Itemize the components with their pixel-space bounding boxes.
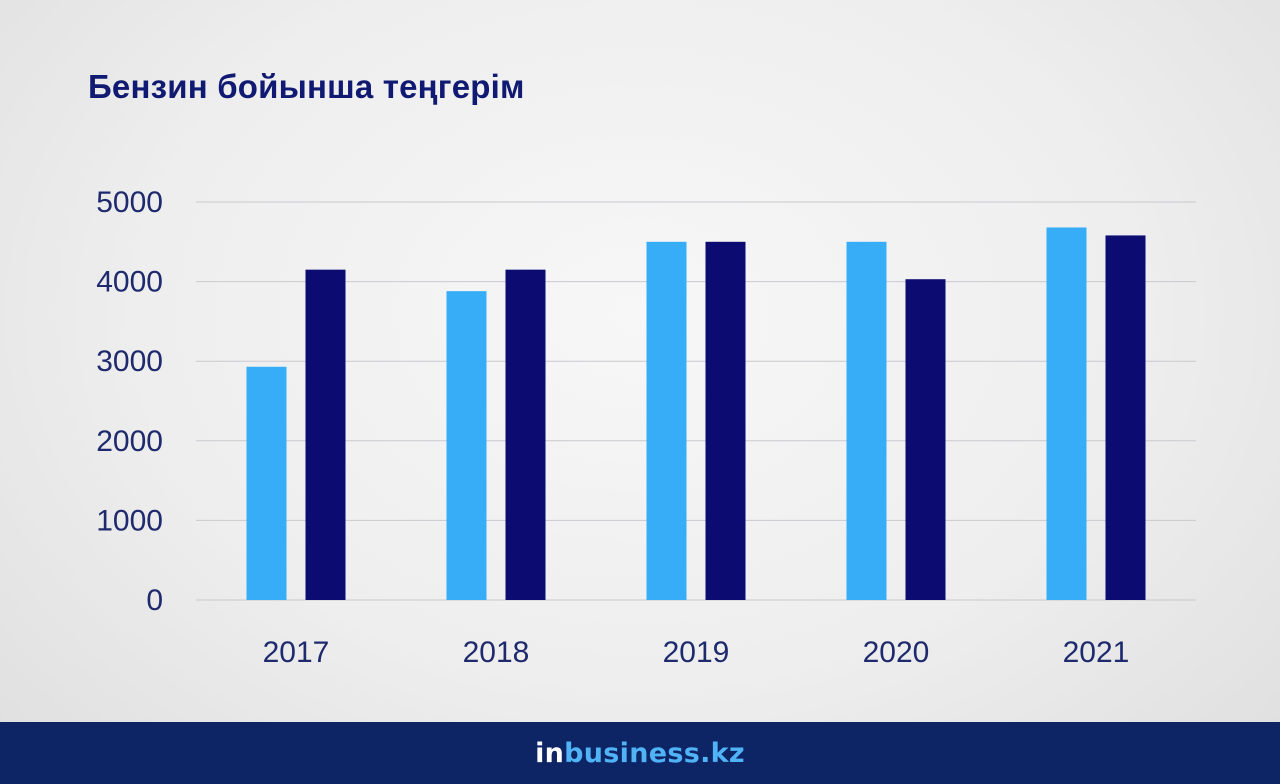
- bar-2018-series-1: [446, 291, 487, 600]
- bar-2020-series-1: [846, 241, 887, 601]
- x-tick-label: 2018: [463, 636, 530, 669]
- y-tick-label: 0: [146, 584, 163, 617]
- bar-2020-series-2: [905, 279, 946, 600]
- x-tick-label: 2019: [663, 636, 730, 669]
- x-tick-label: 2017: [263, 636, 330, 669]
- footer-bar: inbusiness.kz: [0, 722, 1280, 784]
- y-tick-label: 5000: [96, 186, 163, 219]
- y-tick-label: 2000: [96, 425, 163, 458]
- bar-2021-series-1: [1046, 227, 1087, 601]
- bar-2019-series-1: [646, 241, 687, 601]
- x-tick-label: 2021: [1063, 636, 1130, 669]
- bar-2017-series-2: [305, 269, 346, 600]
- bar-2018-series-2: [505, 269, 546, 600]
- logo-prefix: in: [535, 737, 565, 769]
- y-tick-label: 3000: [96, 345, 163, 378]
- y-tick-label: 1000: [96, 504, 163, 537]
- logo-domain: business.kz: [564, 737, 745, 769]
- bar-2021-series-2: [1105, 235, 1146, 600]
- x-tick-label: 2020: [863, 636, 930, 669]
- inbusiness-logo[interactable]: inbusiness.kz: [535, 738, 745, 769]
- bar-2017-series-1: [246, 366, 287, 600]
- chart-title: Бензин бойынша теңгерім: [88, 68, 525, 105]
- bar-chart: 0 1000 2000 3000 4000 5000 2017 2018 2019 2020 202…: [96, 186, 1196, 669]
- bar-2019-series-2: [705, 241, 746, 601]
- y-tick-label: 4000: [96, 266, 163, 299]
